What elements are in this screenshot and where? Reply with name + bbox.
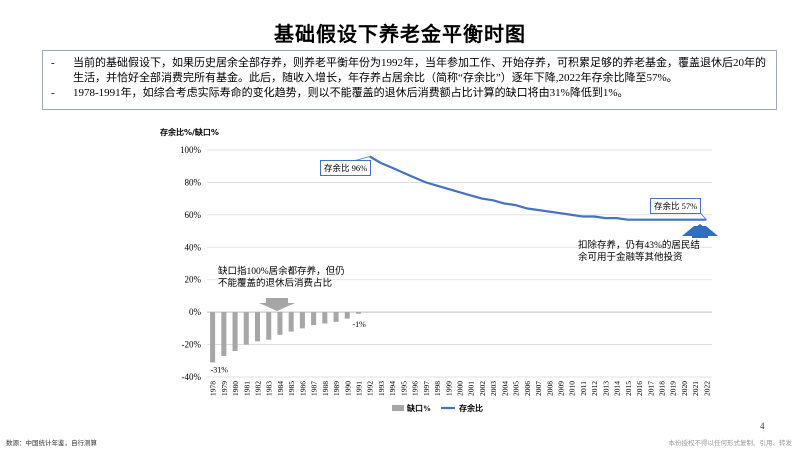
x-tick-label: 2020 [680,381,689,396]
x-tick-label: 1998 [433,381,442,396]
x-tick-label: 2011 [579,381,588,396]
source-note: 数源：中国统计年鉴，自行测算 [6,440,97,447]
x-tick-label: 1985 [287,381,296,396]
legend-swatch-gap [392,405,404,411]
x-tick-label: 2022 [702,381,711,396]
x-tick-label: 2013 [601,381,610,396]
y-tick-label: -20% [182,340,202,350]
x-tick-label: 2001 [467,381,476,396]
y-tick-label: 80% [185,177,202,187]
gap-bar [210,312,216,363]
y-tick-label: 40% [185,242,202,252]
y-tick-label: 20% [185,275,202,285]
x-tick-label: 2015 [624,381,633,396]
x-tick-label: 2008 [545,381,554,396]
x-tick-label: 2002 [478,381,487,396]
gap-bar [333,312,339,322]
summary-box: - 当前的基础假设下，如果历史居余全部存养，则养老平衡年份为1992年，当年参加… [42,50,777,110]
bullet-item: - 1978-1991年，如综合考虑实际寿命的变化趋势，则以不能覆盖的退休后消费… [51,86,768,101]
x-tick-label: 1988 [321,381,330,396]
gap-bar [277,312,283,335]
x-tick-label: 1978 [209,381,218,396]
x-tick-label: 1993 [377,381,386,396]
down-arrow-icon [259,298,295,311]
x-tick-label: 2014 [613,381,622,396]
gap-bar [232,312,238,352]
peak-callout: 存余比 96% [320,160,372,176]
x-tick-label: 2007 [534,381,543,396]
bullet-item: - 当前的基础假设下，如果历史居余全部存养，则养老平衡年份为1992年，当年参加… [51,56,768,86]
gap-bar [344,312,350,319]
x-tick-label: 1984 [276,381,285,396]
x-tick-label: 2006 [523,381,532,396]
x-tick-label: 1989 [332,381,341,396]
bullet-dash: - [51,87,55,99]
gap-bar [355,312,362,314]
gap-bar [299,312,305,329]
gap-bar [322,312,328,324]
gap-bar [243,312,249,345]
x-tick-label: 2012 [590,381,599,396]
x-tick-label: 2009 [557,381,566,396]
y-tick-label: 0% [189,307,202,317]
gap-bar [266,312,272,340]
x-tick-label: 1982 [254,381,263,396]
y-tick-label: 60% [185,210,202,220]
end-callout: 存余比 57% [650,198,702,214]
copyright-notice: 本份授权不得以任何形式复制、引用、转发 [668,440,793,447]
page-number: 4 [760,421,765,431]
gap-annotation: 缺口指100%居余都存养，但仍不能覆盖的退休后消费占比 [218,267,345,289]
bar-data-label: -1% [353,320,367,329]
x-tick-label: 1992 [366,381,375,396]
x-tick-label: 2021 [691,381,700,396]
x-tick-label: 2000 [456,381,465,396]
x-tick-label: 1994 [388,381,397,396]
x-tick-label: 2017 [646,381,655,396]
x-tick-label: 2019 [669,381,678,396]
x-tick-label: 1983 [265,381,274,396]
x-tick-label: 2005 [512,381,521,396]
bullet-text: 1978-1991年，如综合考虑实际寿命的变化趋势，则以不能覆盖的退休后消费额占… [73,87,629,99]
bullet-dash: - [51,57,55,69]
x-tick-label: 1991 [355,381,364,396]
page-title: 基础假设下养老金平衡时图 [274,24,526,46]
bar-data-label: -31% [211,365,229,374]
x-tick-label: 1997 [422,381,431,396]
y-tick-label: 100% [180,145,202,155]
x-tick-label: 1980 [231,381,240,396]
x-tick-label: 1995 [399,381,408,396]
x-tick-label: 1987 [310,381,319,396]
y-axis-label: 存余比%/缺口% [159,127,219,137]
x-tick-label: 2003 [489,381,498,396]
gap-bar [288,312,294,332]
legend-label: 存余比 [458,403,483,413]
bullet-text: 当前的基础假设下，如果历史居余全部存养，则养老平衡年份为1992年，当年参加工作… [73,57,766,84]
legend-label: 缺口% [406,403,431,413]
ratio-line [369,155,707,221]
x-tick-label: 2010 [568,381,577,396]
surplus-annotation: 扣除存养，仍有43%的居民结余可用于金融等其他投资 [578,241,700,263]
x-tick-label: 1979 [220,381,229,396]
x-tick-label: 2018 [658,381,667,396]
up-arrow-head [684,224,716,236]
y-tick-label: -40% [182,372,202,382]
x-tick-label: 1996 [411,381,420,396]
x-tick-label: 2004 [500,381,509,396]
up-arrow-body [692,234,708,238]
gap-bar [254,312,261,342]
gap-bar [311,312,317,326]
x-tick-label: 1990 [343,381,352,396]
x-tick-label: 1981 [242,381,251,396]
gap-bar [221,312,227,356]
x-tick-label: 1999 [444,381,453,396]
x-tick-label: 1986 [298,381,307,396]
x-tick-label: 2016 [635,381,644,396]
